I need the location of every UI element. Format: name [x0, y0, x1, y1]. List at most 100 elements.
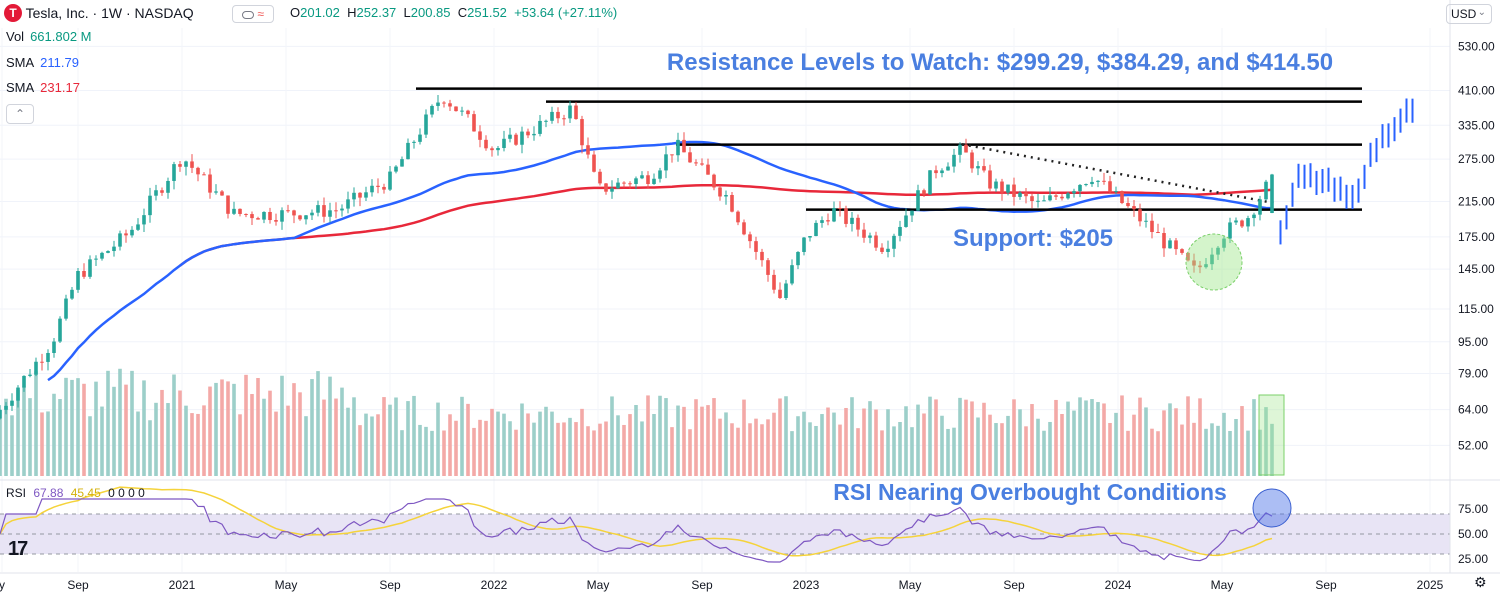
candle-body [628, 183, 632, 185]
candle-body [1120, 191, 1124, 204]
volume-bar [490, 408, 494, 476]
candle-body [778, 289, 782, 299]
sma-long-legend[interactable]: SMA 231.17 [6, 80, 80, 95]
price-tick-label: 335.00 [1458, 118, 1495, 132]
volume-bar [1066, 401, 1070, 476]
candle-body [982, 166, 986, 171]
volume-bar [574, 422, 578, 476]
candle-body [760, 251, 764, 261]
volume-bar [622, 424, 626, 476]
candle-body [754, 241, 758, 252]
volume-bar [1018, 409, 1022, 476]
vol-label: Vol [6, 29, 25, 44]
volume-bar [544, 406, 548, 476]
candle-body [484, 139, 488, 149]
volume-bar [196, 413, 200, 476]
time-tick-label: May [1211, 578, 1234, 592]
candle-body [1258, 199, 1262, 215]
candle-body [364, 192, 368, 198]
candle-body [832, 207, 836, 222]
candle-body [382, 186, 386, 190]
settings-button[interactable]: ⚙ [1474, 574, 1490, 590]
candle-body [526, 131, 530, 136]
time-tick-label: 2022 [481, 578, 508, 592]
collapse-legend-button[interactable]: ⌃ [6, 104, 34, 124]
candle-body [1180, 249, 1184, 253]
candle-body [700, 163, 704, 165]
candle-body [898, 226, 902, 236]
currency-selector[interactable]: USD ⌄ [1446, 4, 1492, 24]
candle-body [166, 180, 170, 193]
candle-body [904, 215, 908, 227]
candle-body [958, 144, 962, 155]
volume-bar [724, 412, 728, 476]
candle-body [52, 341, 56, 353]
candle-body [694, 162, 698, 164]
candle-body [172, 164, 176, 181]
volume-bar [526, 413, 530, 476]
volume-bar [472, 427, 476, 476]
volume-bar [1132, 414, 1136, 476]
volume-bar [460, 396, 464, 476]
sma-long-line [179, 183, 1273, 267]
volume-bar [838, 424, 842, 476]
candle-body [568, 105, 572, 119]
volume-bar [400, 430, 404, 476]
candle-body [796, 251, 800, 266]
volume-bar [1078, 397, 1082, 476]
candle-body [742, 222, 746, 235]
vol-legend[interactable]: Vol 661.802 M [6, 29, 92, 44]
volume-bar [4, 398, 8, 476]
candle-body [304, 215, 308, 220]
candle-body [868, 235, 872, 238]
rsi-ma-line [0, 486, 1273, 557]
volume-bar [262, 398, 266, 476]
candle-body [676, 139, 680, 156]
rsi-legend[interactable]: RSI 67.88 45.45 0 0 0 0 [6, 486, 145, 500]
candle-body [946, 166, 950, 171]
volume-bar [112, 386, 116, 476]
volume-bar [1228, 430, 1232, 476]
candle-body [1222, 238, 1226, 248]
volume-bar [1108, 422, 1112, 476]
candle-body [214, 191, 218, 193]
volume-bar [856, 428, 860, 476]
candle-body [250, 214, 254, 219]
candle-body [16, 387, 20, 401]
tradingview-logo[interactable]: 17 [8, 538, 28, 561]
volume-bar [232, 383, 236, 476]
rsi-line [0, 498, 1273, 563]
compare-button[interactable]: ≈ [232, 5, 274, 23]
volume-bar [790, 431, 794, 476]
volume-bar [652, 414, 656, 476]
volume-bar [760, 424, 764, 476]
ohlc-readout: O201.02 H252.37 L200.85 C251.52 +53.64 (… [290, 5, 617, 20]
candle-body [1138, 209, 1142, 222]
candle-body [586, 145, 590, 155]
candle-body [814, 222, 818, 237]
volume-bar [820, 414, 824, 476]
volume-bar [340, 387, 344, 476]
candle-body [736, 211, 740, 223]
candle-body [436, 102, 440, 106]
gear-icon: ⚙ [1474, 574, 1487, 590]
volume-bar [640, 421, 644, 476]
candle-body [490, 148, 494, 151]
volume-bar [292, 383, 296, 476]
volume-bar [676, 405, 680, 476]
low-value: 200.85 [410, 5, 451, 20]
sma-short-legend[interactable]: SMA 211.79 [6, 55, 79, 70]
candle-body [268, 211, 272, 221]
candle-body [508, 134, 512, 139]
volume-bar [448, 414, 452, 476]
candle-body [718, 187, 722, 197]
candle-body [790, 265, 794, 284]
candle-body [514, 134, 518, 145]
volume-bar [1150, 428, 1154, 476]
symbol-header[interactable]: T Tesla, Inc. · 1W · NASDAQ [4, 4, 194, 22]
volume-bar [322, 399, 326, 476]
candle-body [10, 400, 14, 406]
volume-bar [646, 395, 650, 476]
candle-body [388, 171, 392, 190]
